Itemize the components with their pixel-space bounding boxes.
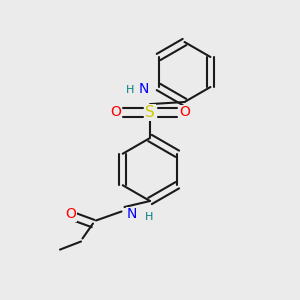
Text: H: H — [126, 85, 135, 95]
Text: O: O — [179, 106, 190, 119]
Text: N: N — [138, 82, 148, 96]
Text: O: O — [110, 106, 121, 119]
Text: N: N — [127, 208, 137, 221]
Text: H: H — [145, 212, 154, 222]
Text: S: S — [145, 105, 155, 120]
Text: O: O — [65, 208, 76, 221]
